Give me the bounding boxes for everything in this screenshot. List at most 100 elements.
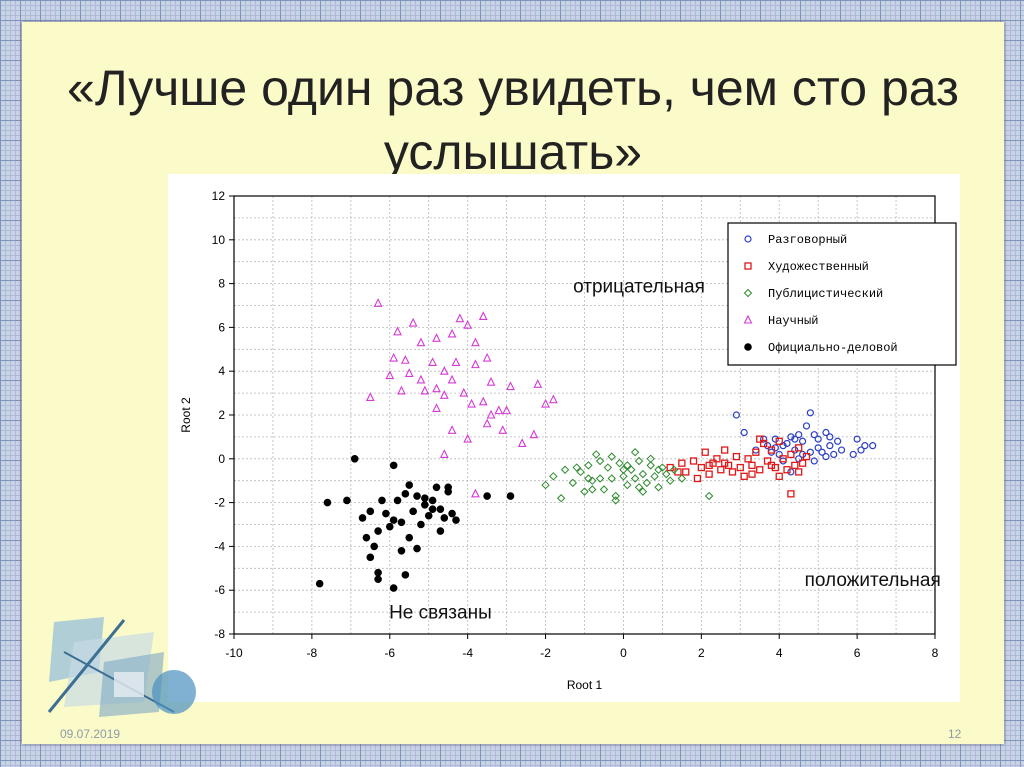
data-point: [498, 425, 508, 434]
data-point: [529, 429, 539, 439]
data-point: [417, 520, 425, 529]
data-point: [662, 469, 671, 479]
data-point: [689, 457, 698, 465]
data-point: [798, 459, 807, 467]
slide-page-number: 12: [948, 727, 962, 741]
data-point: [748, 470, 756, 478]
data-point: [775, 472, 783, 480]
data-point: [424, 511, 433, 520]
x-tick-label: -4: [462, 646, 473, 660]
data-point: [771, 435, 779, 443]
legend-marker: [744, 235, 752, 243]
x-tick-label: 8: [932, 646, 939, 660]
data-point: [826, 433, 834, 441]
data-point: [486, 376, 496, 386]
data-point: [740, 472, 748, 480]
data-point: [486, 409, 496, 419]
data-point: [787, 490, 795, 498]
data-point: [806, 409, 814, 417]
data-point: [471, 337, 480, 347]
data-point: [533, 379, 543, 388]
data-point: [802, 452, 811, 461]
data-point: [393, 326, 402, 336]
data-point: [416, 337, 426, 347]
data-point: [779, 455, 787, 463]
data-point: [771, 444, 779, 452]
data-point: [869, 442, 877, 450]
data-point: [603, 463, 613, 472]
data-point: [397, 385, 406, 395]
data-point: [810, 457, 818, 465]
data-point: [752, 446, 760, 454]
data-point: [448, 509, 456, 518]
legend-entry: Официально-деловой: [768, 341, 898, 355]
data-point: [705, 461, 713, 470]
data-point: [791, 446, 799, 454]
legend-marker: [743, 288, 753, 298]
data-point: [440, 514, 449, 522]
data-point: [638, 487, 648, 496]
data-point: [436, 527, 445, 535]
data-point: [826, 442, 834, 450]
data-point: [389, 352, 399, 362]
data-point: [615, 458, 624, 468]
data-point: [767, 461, 776, 470]
y-tick-label: 6: [218, 320, 225, 334]
data-point: [724, 461, 733, 470]
data-point: [787, 468, 795, 476]
data-point: [439, 365, 449, 375]
data-point: [701, 448, 709, 456]
data-point: [721, 459, 729, 467]
data-point: [752, 448, 760, 456]
y-tick-label: 2: [218, 408, 225, 422]
data-point: [693, 474, 702, 483]
data-point: [607, 452, 616, 461]
data-point: [428, 496, 437, 505]
x-tick-label: 2: [698, 646, 705, 660]
data-point: [385, 522, 394, 531]
data-point: [728, 468, 737, 476]
data-point: [588, 476, 597, 485]
data-point: [549, 472, 558, 481]
data-point: [740, 428, 748, 437]
data-point: [697, 463, 705, 472]
data-point: [634, 456, 644, 466]
data-point: [627, 465, 636, 474]
data-point: [814, 444, 822, 452]
data-point: [366, 507, 375, 516]
data-point: [370, 542, 378, 551]
data-point: [397, 546, 406, 555]
data-point: [401, 490, 410, 498]
data-point: [421, 500, 429, 509]
legend-entry: Художественный: [768, 260, 869, 274]
data-point: [732, 452, 741, 461]
series-4: [315, 455, 515, 592]
data-point: [444, 483, 452, 492]
data-point: [791, 461, 799, 470]
data-point: [428, 357, 438, 366]
data-point: [834, 437, 842, 445]
data-point: [343, 496, 351, 505]
data-point: [713, 455, 721, 463]
data-point: [665, 476, 675, 485]
data-point: [463, 433, 473, 443]
data-point: [783, 466, 791, 474]
data-point: [416, 374, 426, 384]
data-point: [849, 450, 857, 459]
data-point: [397, 518, 406, 527]
data-point: [502, 405, 512, 415]
data-point: [779, 442, 787, 450]
data-point: [806, 448, 814, 456]
data-point: [385, 370, 395, 380]
data-point: [584, 461, 593, 470]
data-point: [830, 450, 838, 459]
data-point: [374, 575, 382, 584]
y-tick-label: -2: [214, 496, 225, 510]
y-tick-label: 8: [218, 277, 225, 291]
data-point: [432, 383, 441, 393]
data-point: [595, 456, 605, 466]
data-point: [654, 465, 663, 474]
data-point: [736, 463, 744, 472]
data-point: [744, 455, 752, 463]
